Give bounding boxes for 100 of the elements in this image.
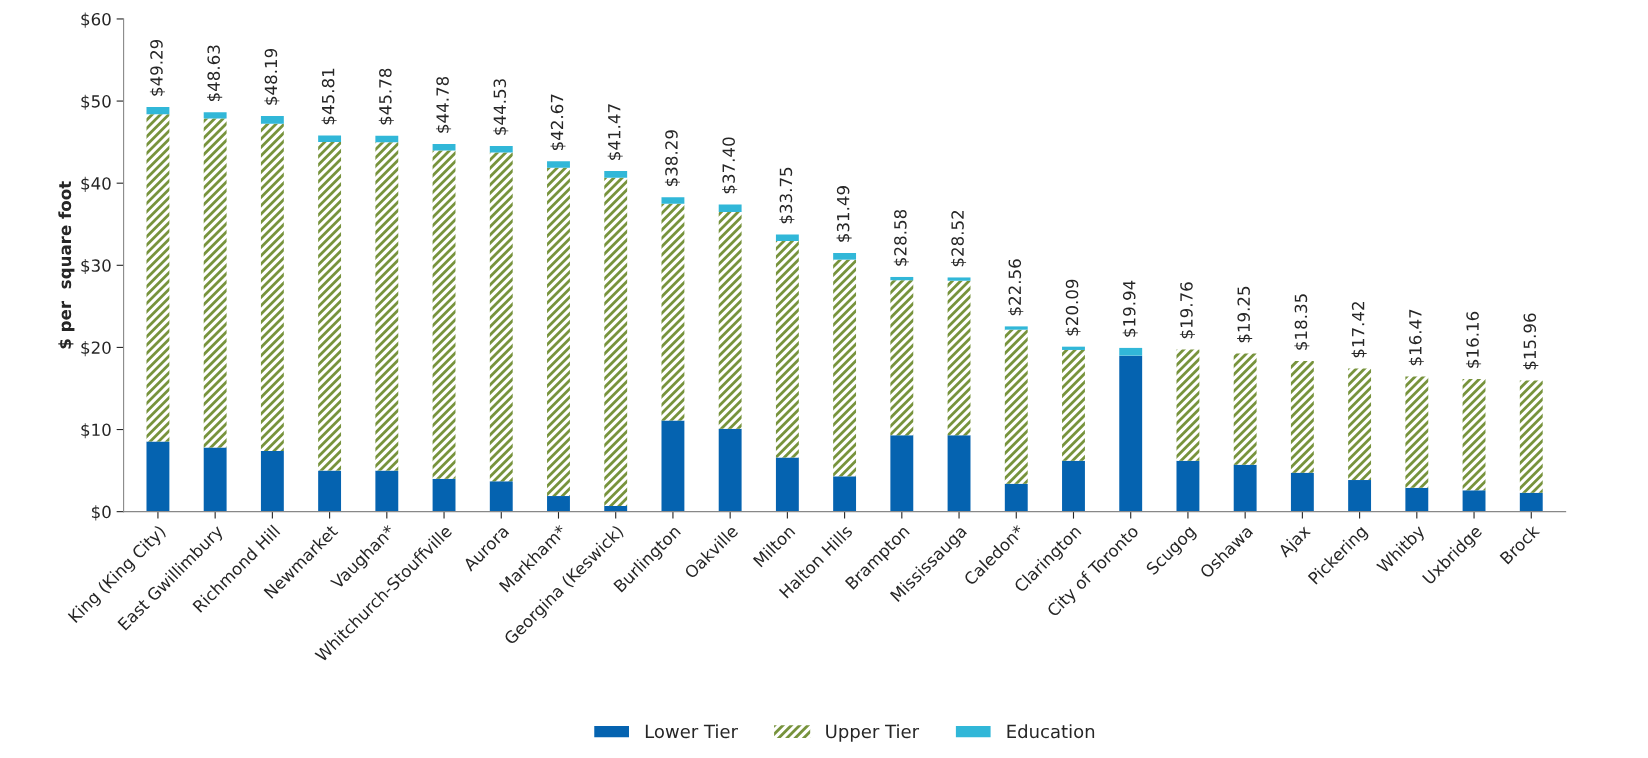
bar [947, 280, 971, 436]
total-label: $20.09 [1065, 279, 1081, 336]
total-label: $19.94 [1122, 280, 1138, 337]
bar [1062, 346, 1085, 350]
bar [146, 106, 170, 115]
total-label: $37.40 [722, 137, 738, 194]
bar [260, 115, 284, 124]
bar [375, 470, 399, 512]
bar [947, 435, 971, 512]
bar [1119, 347, 1143, 356]
bar [203, 118, 227, 448]
bar [146, 441, 170, 512]
bar [1004, 483, 1028, 512]
bar [718, 204, 742, 212]
bar [1062, 460, 1085, 512]
bar [833, 253, 857, 260]
bar [890, 280, 914, 436]
bar [661, 197, 685, 204]
y-tick-label: $50 [81, 94, 111, 110]
bar [432, 478, 456, 512]
y-axis-title: $ per square foot [58, 181, 75, 349]
y-tick-label: $60 [81, 12, 111, 28]
bar [833, 476, 857, 512]
bar [547, 167, 570, 497]
total-label: $15.96 [1523, 313, 1539, 370]
total-label: $33.75 [779, 167, 795, 224]
bar [1519, 380, 1543, 493]
bar [1348, 480, 1372, 512]
bar [260, 450, 284, 512]
bar [1405, 487, 1429, 512]
bar [432, 150, 456, 479]
y-tick-label: $0 [91, 505, 111, 521]
total-label: $41.47 [607, 104, 623, 160]
total-label: $22.56 [1008, 259, 1024, 316]
total-label: $45.81 [321, 68, 337, 125]
legend-label: Upper Tier [826, 724, 920, 742]
total-label: $17.42 [1351, 302, 1367, 358]
bar [375, 135, 399, 143]
bar [890, 276, 914, 281]
total-label: $28.52 [950, 210, 967, 267]
bar [1405, 376, 1429, 488]
bar [1119, 355, 1143, 512]
total-label: $28.58 [893, 209, 909, 266]
total-label: $19.25 [1237, 286, 1253, 343]
bar [775, 457, 799, 512]
bar [718, 428, 742, 512]
total-label: $18.35 [1294, 294, 1310, 350]
bar [833, 259, 857, 477]
bar [1290, 472, 1314, 512]
bar [604, 177, 628, 506]
bar [661, 420, 685, 512]
bar [775, 234, 799, 242]
total-label: $42.67 [550, 94, 566, 151]
bar [890, 435, 914, 512]
y-tick-label: $40 [81, 176, 111, 192]
total-label: $48.19 [264, 48, 280, 105]
total-label: $45.78 [378, 68, 394, 125]
bar [489, 152, 513, 482]
bar [203, 112, 227, 119]
bar [1462, 490, 1486, 512]
y-tick-label: $10 [81, 423, 111, 439]
bar [375, 142, 399, 471]
bar [432, 143, 456, 151]
total-label: $16.47 [1408, 309, 1424, 366]
bar [203, 447, 227, 512]
bar [1462, 378, 1486, 491]
bar [318, 135, 342, 143]
bar [146, 114, 170, 442]
bar [947, 277, 971, 281]
total-label: $31.49 [836, 186, 852, 242]
y-tick-label: $30 [81, 258, 111, 275]
total-label: $38.29 [664, 130, 680, 186]
total-label: $48.63 [207, 45, 223, 102]
bar [1176, 460, 1200, 512]
bar [489, 145, 513, 153]
bar [547, 161, 570, 168]
bar [260, 123, 284, 451]
bar [547, 496, 570, 512]
bar [318, 470, 342, 512]
total-label: $49.29 [149, 39, 165, 96]
y-tick-label: $20 [81, 341, 111, 357]
bar [1233, 353, 1257, 465]
bar [661, 203, 685, 421]
bar [1062, 349, 1085, 461]
bar [489, 481, 513, 512]
total-label: $44.78 [435, 76, 452, 133]
bar [775, 241, 799, 458]
bar [718, 211, 742, 429]
bar [1233, 464, 1257, 512]
bar [1176, 349, 1200, 461]
total-label: $19.76 [1179, 282, 1195, 339]
bar [318, 142, 342, 471]
bar [1290, 360, 1314, 473]
total-label: $16.16 [1465, 311, 1482, 368]
bar [1004, 326, 1028, 330]
legend-label: Education [1007, 724, 1095, 739]
total-label: $44.53 [493, 79, 509, 135]
legend-label: Lower Tier [645, 724, 738, 739]
bar [1348, 368, 1372, 481]
bar [1519, 492, 1543, 512]
